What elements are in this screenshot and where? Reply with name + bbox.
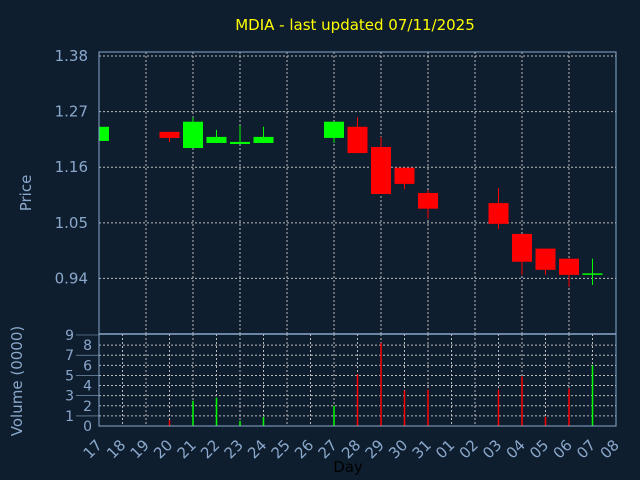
volume-tick-label: 8 (83, 338, 92, 354)
candle-body (559, 258, 579, 275)
volume-tick-label: 0 (83, 419, 92, 435)
volume-tick-label: 3 (65, 389, 74, 405)
candle-body (347, 126, 368, 154)
x-tick-label: 06 (550, 436, 576, 462)
volume-tick-label: 6 (83, 358, 92, 374)
x-tick-label: 26 (291, 436, 317, 462)
y-axis-label: Price (17, 175, 35, 212)
candle-body (394, 167, 415, 184)
candle-body (535, 248, 556, 270)
x-tick-label: 04 (503, 436, 529, 462)
x-tick-label: 08 (597, 436, 623, 462)
volume-tick-label: 2 (83, 399, 92, 415)
x-tick-label: 03 (479, 436, 505, 462)
x-tick-label: 22 (197, 436, 223, 462)
volume-tick-label: 7 (65, 348, 74, 364)
x-tick-label: 05 (526, 436, 552, 462)
chart-title: MDIA - last updated 07/11/2025 (235, 16, 475, 34)
price-tick-label: 1.27 (55, 103, 88, 121)
x-tick-label: 20 (150, 436, 176, 462)
candle-body (159, 131, 180, 138)
x-tick-label: 24 (244, 436, 270, 462)
x-tick-label: 23 (221, 436, 247, 462)
candle-body (183, 121, 203, 149)
price-tick-label: 1.16 (55, 158, 88, 176)
candle-body (582, 273, 603, 275)
x-tick-label: 19 (127, 436, 153, 462)
x-tick-label: 01 (432, 436, 458, 462)
x-tick-label: 25 (268, 436, 294, 462)
x-tick-label: 17 (80, 436, 106, 462)
candle-body (512, 233, 532, 262)
x-tick-label: 07 (573, 436, 599, 462)
volume-tick-label: 5 (65, 368, 74, 384)
candle-body (253, 136, 274, 143)
x-tick-label: 18 (103, 436, 129, 462)
candle-body (230, 141, 250, 144)
candle-body (418, 193, 438, 209)
price-tick-label: 1.38 (55, 47, 88, 65)
volume-tick-label: 1 (65, 409, 74, 425)
volume-axis-label: Volume (0000) (8, 326, 26, 436)
x-tick-label: 21 (174, 436, 200, 462)
x-axis-label: Day (333, 458, 363, 476)
x-tick-label: 31 (409, 436, 435, 462)
x-tick-label: 30 (385, 436, 411, 462)
candle-body (206, 136, 227, 143)
price-tick-label: 0.94 (55, 269, 88, 287)
plot-frame (98, 51, 617, 427)
volume-tick-label: 9 (65, 328, 74, 344)
x-tick-label: 02 (456, 436, 482, 462)
candle-body (324, 121, 344, 138)
x-tick-label: 29 (362, 436, 388, 462)
candle-body (99, 126, 109, 141)
volume-tick-label: 4 (83, 379, 92, 395)
price-tick-label: 1.05 (55, 214, 88, 232)
candle-body (488, 203, 509, 224)
candle-body (371, 147, 391, 195)
